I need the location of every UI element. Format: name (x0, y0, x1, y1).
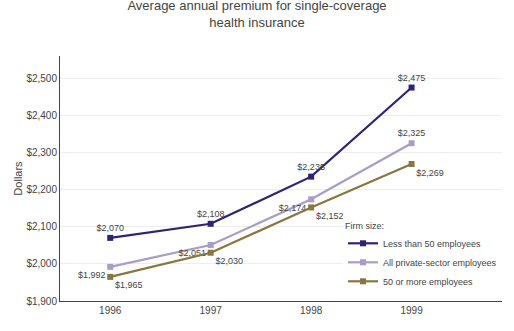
svg-text:$2,070: $2,070 (96, 223, 124, 233)
svg-text:$2,300: $2,300 (26, 147, 57, 158)
svg-text:$2,200: $2,200 (26, 184, 57, 195)
svg-text:$2,475: $2,475 (398, 73, 426, 83)
svg-text:1996: 1996 (99, 305, 122, 316)
svg-text:$2,100: $2,100 (26, 221, 57, 232)
svg-text:1997: 1997 (200, 305, 223, 316)
svg-text:$2,400: $2,400 (26, 110, 57, 121)
svg-text:50 or more employees: 50 or more employees (383, 277, 473, 287)
svg-text:$2,269: $2,269 (416, 168, 444, 178)
svg-text:$2,000: $2,000 (26, 258, 57, 269)
svg-text:Dollars: Dollars (12, 161, 24, 196)
svg-text:$2,174: $2,174 (279, 203, 307, 213)
svg-text:$2,108: $2,108 (197, 209, 225, 219)
svg-text:Firm size:: Firm size: (345, 221, 384, 231)
svg-text:$2,325: $2,325 (398, 128, 426, 138)
svg-text:$1,992: $1,992 (78, 270, 106, 280)
svg-text:1998: 1998 (300, 305, 323, 316)
svg-text:Average annual premium for sin: Average annual premium for single-covera… (127, 0, 386, 30)
svg-text:$2,051: $2,051 (178, 248, 206, 258)
svg-text:$2,235: $2,235 (297, 162, 325, 172)
svg-text:$2,500: $2,500 (26, 73, 57, 84)
svg-text:$2,152: $2,152 (316, 211, 344, 221)
svg-text:$1,965: $1,965 (115, 280, 143, 290)
svg-text:1999: 1999 (400, 305, 423, 316)
svg-text:All private-sector employees: All private-sector employees (383, 258, 497, 268)
svg-text:Less than 50 employees: Less than 50 employees (383, 239, 481, 249)
svg-text:$2,030: $2,030 (215, 256, 243, 266)
svg-text:$1,900: $1,900 (26, 296, 57, 307)
